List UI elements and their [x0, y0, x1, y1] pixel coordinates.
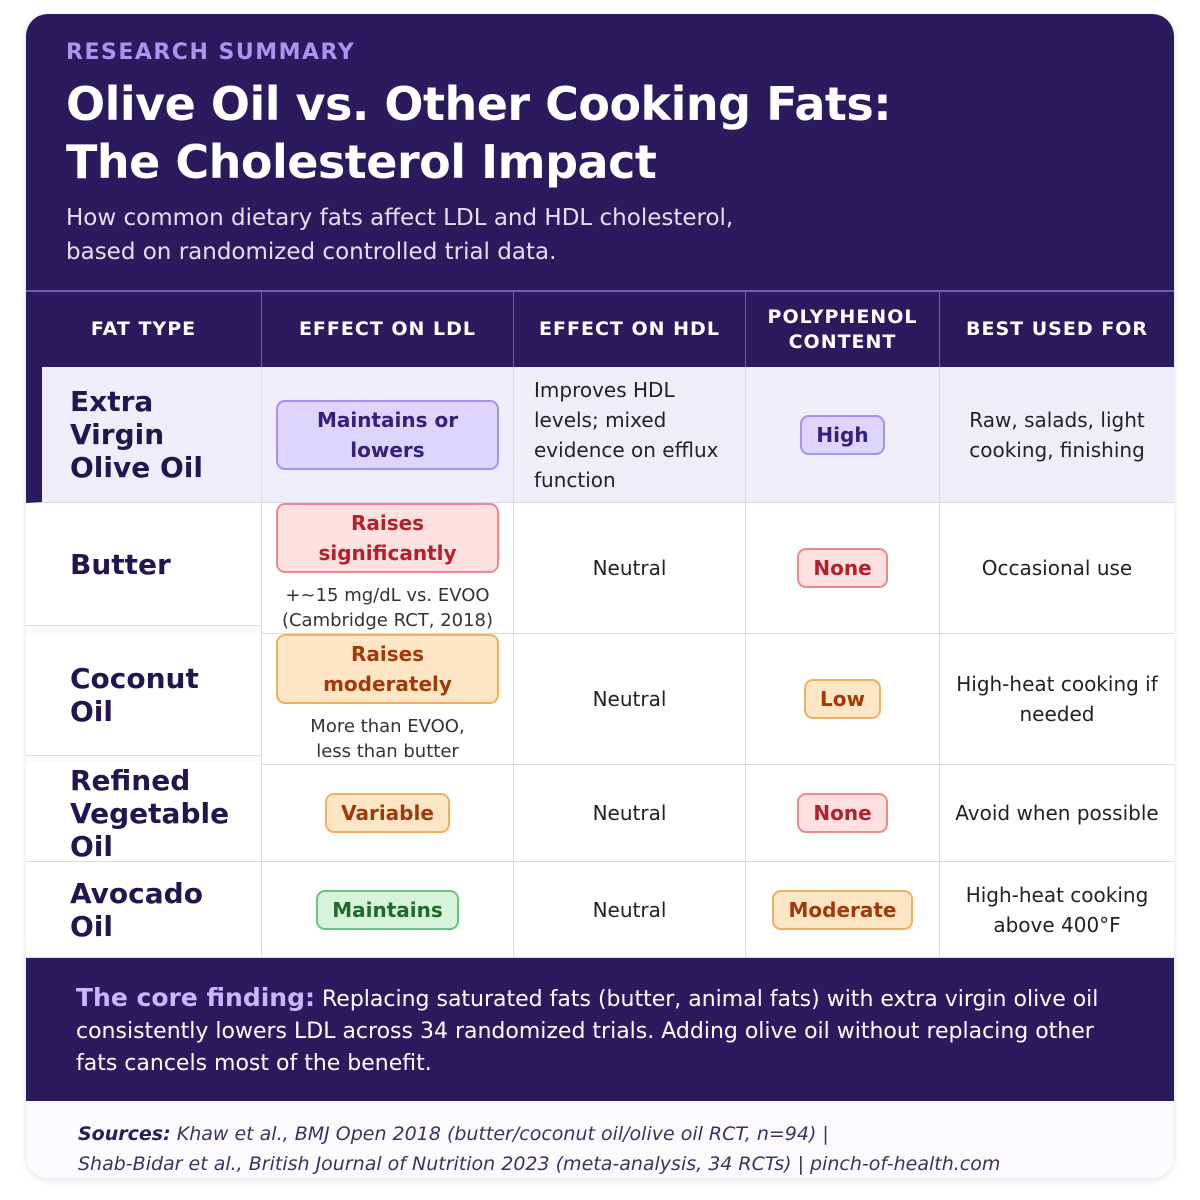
- note: +~15 mg/dL vs. EVOO (Cambridge RCT, 2018): [282, 583, 493, 633]
- td: None: [745, 765, 939, 862]
- td: Neutral: [513, 634, 745, 765]
- note: More than EVOO, less than butter: [310, 714, 464, 764]
- td: Maintains: [261, 862, 513, 958]
- td: Coconut Oil: [26, 634, 261, 756]
- th: FAT TYPE: [26, 290, 261, 367]
- td: Occasional use: [939, 503, 1174, 634]
- text: based on randomized controlled trial dat…: [66, 239, 557, 265]
- fat-name: Coconut Oil: [70, 661, 199, 728]
- best: High-heat cooking if needed: [956, 672, 1158, 726]
- td: Moderate: [745, 862, 939, 958]
- hdl: Neutral: [592, 801, 667, 825]
- badge: Maintains or lowers: [276, 399, 499, 470]
- sub: How common dietary fats affect LDL and H…: [66, 201, 1134, 269]
- fat-name: Avocado Oil: [70, 876, 203, 943]
- table: FAT TYPE EFFECT ON LDL EFFECT ON HDL POLYPH…: [26, 290, 1174, 958]
- badge: Low: [804, 679, 881, 719]
- text: Khaw et al., BMJ Open 2018 (butter/cocon…: [176, 1123, 829, 1145]
- td: Low: [745, 634, 939, 765]
- hdl: Neutral: [592, 897, 667, 922]
- td: Variable: [261, 765, 513, 862]
- text: Replacing saturated fats (butter, animal…: [76, 987, 1099, 1076]
- th: BEST USED FOR: [939, 290, 1174, 367]
- td: Avocado Oil: [26, 862, 261, 958]
- td: Extra Virgin Olive Oil: [26, 367, 261, 503]
- best: High-heat cooking above 400°F: [965, 882, 1149, 937]
- td: Raises significantly +~15 mg/dL vs. EVOO (…: [261, 503, 513, 634]
- note-line: (Cambridge RCT, 2018): [281, 610, 494, 631]
- td: Neutral: [513, 862, 745, 958]
- td: High-heat cooking if needed: [939, 634, 1174, 765]
- title: Olive Oil vs. Other Cooking Fats: The Cho…: [66, 75, 1134, 191]
- flabel: The core finding:: [76, 983, 315, 1012]
- td: Butter: [26, 503, 261, 626]
- badge: Variable: [325, 793, 450, 833]
- th: EFFECT ON LDL: [261, 290, 513, 367]
- td: Improves HDL levels; mixed evidence on e…: [513, 367, 745, 503]
- eyebrow: RESEARCH SUMMARY: [66, 40, 356, 65]
- th: EFFECT ON HDL: [513, 290, 745, 367]
- sources: Sources: Khaw et al., BMJ Open 2018 (but…: [26, 1101, 1174, 1178]
- text: Olive Oil vs. Other Cooking Fats:: [66, 77, 892, 131]
- hdl: Neutral: [592, 556, 667, 580]
- td: None: [745, 503, 939, 634]
- td: High: [745, 367, 939, 503]
- text: The Cholesterol Impact: [66, 135, 657, 189]
- td: Neutral: [513, 503, 745, 634]
- hdl: Neutral: [592, 687, 667, 711]
- note-line: less than butter: [316, 741, 459, 762]
- hdl: Improves HDL levels; mixed evidence on e…: [534, 377, 719, 492]
- td: Raw, salads, light cooking, finishing: [939, 367, 1174, 503]
- td: High-heat cooking above 400°F: [939, 862, 1174, 958]
- best: Occasional use: [981, 556, 1133, 580]
- td: Raises moderately More than EVOO, less tha…: [261, 634, 513, 765]
- badge: None: [797, 548, 888, 588]
- th: POLYPHENOL CONTENT: [745, 290, 939, 367]
- badge: Maintains: [316, 889, 459, 930]
- td: Avoid when possible: [939, 765, 1174, 862]
- note-line: +~15 mg/dL vs. EVOO: [285, 585, 490, 606]
- fat-name: Refined Vegetable Oil: [70, 763, 230, 863]
- badge: Raises significantly: [276, 503, 499, 573]
- text: How common dietary fats affect LDL and H…: [66, 205, 734, 231]
- best: Raw, salads, light cooking, finishing: [969, 407, 1145, 462]
- badge: None: [797, 793, 888, 833]
- td: Refined Vegetable Oil: [26, 763, 261, 863]
- header: RESEARCH SUMMARY Olive Oil vs. Other Coo…: [26, 14, 1174, 290]
- fat-name: Butter: [70, 547, 171, 581]
- badge: Moderate: [772, 889, 913, 930]
- text: Shab-Bidar et al., British Journal of Nu…: [78, 1153, 1001, 1175]
- badge: Raises moderately: [276, 634, 499, 704]
- card: RESEARCH SUMMARY Olive Oil vs. Other Coo…: [26, 14, 1174, 1178]
- finding: The core finding: Replacing saturated fa…: [26, 958, 1174, 1101]
- td: Maintains or lowers: [261, 367, 513, 503]
- note-line: More than EVOO,: [310, 716, 465, 737]
- slabel: Sources:: [78, 1123, 171, 1145]
- badge: High: [800, 414, 885, 455]
- fat-name: Extra Virgin Olive Oil: [70, 385, 203, 484]
- best: Avoid when possible: [955, 801, 1159, 825]
- td: Neutral: [513, 765, 745, 862]
